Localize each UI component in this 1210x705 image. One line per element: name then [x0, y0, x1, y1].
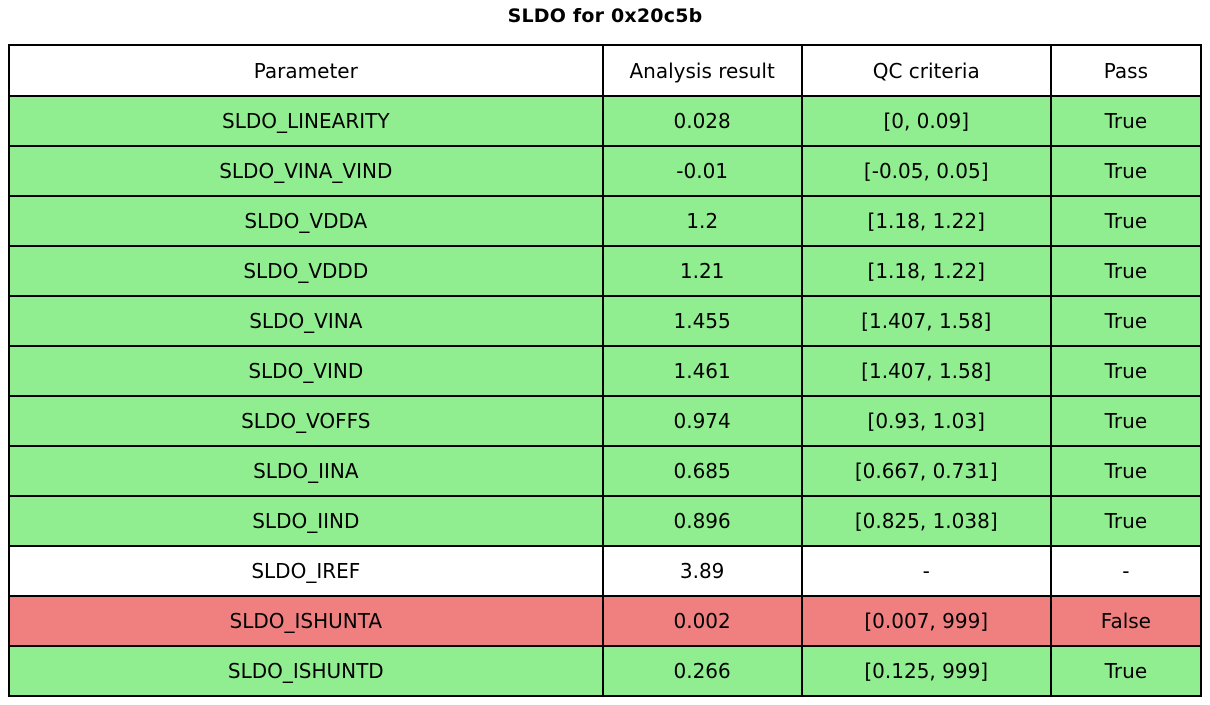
parameter-cell: SLDO_VDDA	[8, 195, 604, 247]
qc-criteria-cell: [0.007, 999]	[800, 595, 1052, 647]
parameter-cell: SLDO_VOFFS	[8, 395, 604, 447]
qc-criteria-cell: [1.18, 1.22]	[800, 195, 1052, 247]
analysis-result-cell: 3.89	[601, 545, 803, 597]
pass-cell: True	[1049, 395, 1203, 447]
qc-results-table: Parameter Analysis result QC criteria Pa…	[8, 44, 1203, 697]
analysis-result-cell: 0.028	[601, 95, 803, 147]
parameter-cell: SLDO_ISHUNTA	[8, 595, 604, 647]
analysis-result-cell: 1.455	[601, 295, 803, 347]
analysis-result-cell: 0.896	[601, 495, 803, 547]
pass-cell: True	[1049, 95, 1203, 147]
pass-cell: True	[1049, 195, 1203, 247]
parameter-cell: SLDO_VDDD	[8, 245, 604, 297]
pass-cell: False	[1049, 595, 1203, 647]
parameter-cell: SLDO_ISHUNTD	[8, 645, 604, 697]
analysis-result-cell: 1.461	[601, 345, 803, 397]
pass-cell: True	[1049, 445, 1203, 497]
header-analysis-result: Analysis result	[601, 44, 803, 97]
parameter-cell: SLDO_IIND	[8, 495, 604, 547]
parameter-cell: SLDO_IINA	[8, 445, 604, 497]
pass-cell: True	[1049, 245, 1203, 297]
pass-cell: -	[1049, 545, 1203, 597]
analysis-result-cell: 0.974	[601, 395, 803, 447]
pass-cell: True	[1049, 145, 1203, 197]
pass-cell: True	[1049, 495, 1203, 547]
table-row: SLDO_ISHUNTD 0.266 [0.125, 999] True	[8, 645, 1203, 697]
table-row: SLDO_VINA 1.455 [1.407, 1.58] True	[8, 295, 1203, 347]
header-qc-criteria: QC criteria	[800, 44, 1052, 97]
table-row: SLDO_VDDD 1.21 [1.18, 1.22] True	[8, 245, 1203, 297]
qc-criteria-cell: [1.407, 1.58]	[800, 345, 1052, 397]
qc-criteria-cell: [0.125, 999]	[800, 645, 1052, 697]
header-pass: Pass	[1049, 44, 1203, 97]
pass-cell: True	[1049, 295, 1203, 347]
analysis-result-cell: 1.2	[601, 195, 803, 247]
table-row: SLDO_VDDA 1.2 [1.18, 1.22] True	[8, 195, 1203, 247]
table-row: SLDO_IREF 3.89 - -	[8, 545, 1203, 597]
qc-criteria-cell: [1.407, 1.58]	[800, 295, 1052, 347]
pass-cell: True	[1049, 645, 1203, 697]
qc-criteria-cell: [0.825, 1.038]	[800, 495, 1052, 547]
table-row: SLDO_VIND 1.461 [1.407, 1.58] True	[8, 345, 1203, 397]
table-row: SLDO_VINA_VIND -0.01 [-0.05, 0.05] True	[8, 145, 1203, 197]
parameter-cell: SLDO_LINEARITY	[8, 95, 604, 147]
pass-cell: True	[1049, 345, 1203, 397]
analysis-result-cell: 0.685	[601, 445, 803, 497]
table-row: SLDO_IIND 0.896 [0.825, 1.038] True	[8, 495, 1203, 547]
qc-criteria-cell: [-0.05, 0.05]	[800, 145, 1052, 197]
table-row: SLDO_IINA 0.685 [0.667, 0.731] True	[8, 445, 1203, 497]
analysis-result-cell: 0.266	[601, 645, 803, 697]
table-row: SLDO_ISHUNTA 0.002 [0.007, 999] False	[8, 595, 1203, 647]
qc-criteria-cell: -	[800, 545, 1052, 597]
parameter-cell: SLDO_IREF	[8, 545, 604, 597]
table-row: SLDO_VOFFS 0.974 [0.93, 1.03] True	[8, 395, 1203, 447]
qc-criteria-cell: [0.93, 1.03]	[800, 395, 1052, 447]
analysis-result-cell: 0.002	[601, 595, 803, 647]
page-title: SLDO for 0x20c5b	[507, 5, 703, 27]
parameter-cell: SLDO_VINA_VIND	[8, 145, 604, 197]
analysis-result-cell: 1.21	[601, 245, 803, 297]
header-parameter: Parameter	[8, 44, 604, 97]
header-row: Parameter Analysis result QC criteria Pa…	[8, 44, 1203, 97]
qc-criteria-cell: [0, 0.09]	[800, 95, 1052, 147]
qc-criteria-cell: [1.18, 1.22]	[800, 245, 1052, 297]
analysis-result-cell: -0.01	[601, 145, 803, 197]
table-row: SLDO_LINEARITY 0.028 [0, 0.09] True	[8, 95, 1203, 147]
parameter-cell: SLDO_VIND	[8, 345, 604, 397]
qc-criteria-cell: [0.667, 0.731]	[800, 445, 1052, 497]
parameter-cell: SLDO_VINA	[8, 295, 604, 347]
table-body: SLDO_LINEARITY 0.028 [0, 0.09] True SLDO…	[8, 95, 1203, 697]
